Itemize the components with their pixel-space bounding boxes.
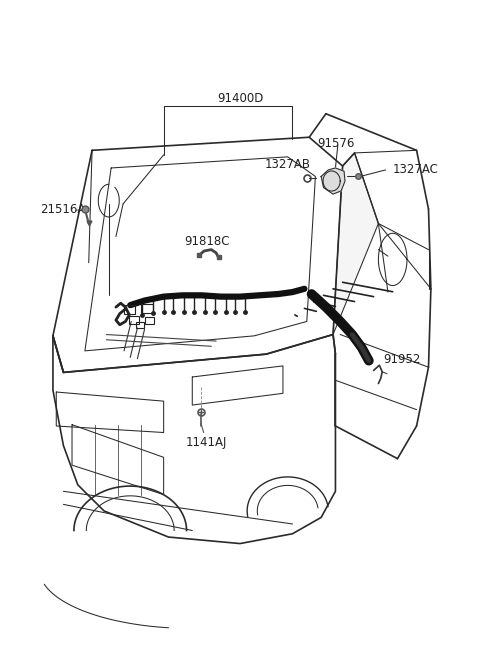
Bar <box>136 321 144 328</box>
Text: 91576: 91576 <box>317 137 354 150</box>
Bar <box>123 305 135 314</box>
Text: 91818C: 91818C <box>184 236 229 248</box>
Polygon shape <box>321 168 345 194</box>
Text: 1327AB: 1327AB <box>265 158 311 171</box>
Bar <box>141 304 153 313</box>
Bar <box>145 317 154 323</box>
Text: 1327AC: 1327AC <box>393 163 439 176</box>
Text: 21516A: 21516A <box>40 203 86 216</box>
Text: 91952: 91952 <box>383 353 420 366</box>
Polygon shape <box>333 153 378 335</box>
Text: 1141AJ: 1141AJ <box>186 436 228 449</box>
Bar <box>129 316 139 324</box>
Text: 91400D: 91400D <box>217 92 263 104</box>
